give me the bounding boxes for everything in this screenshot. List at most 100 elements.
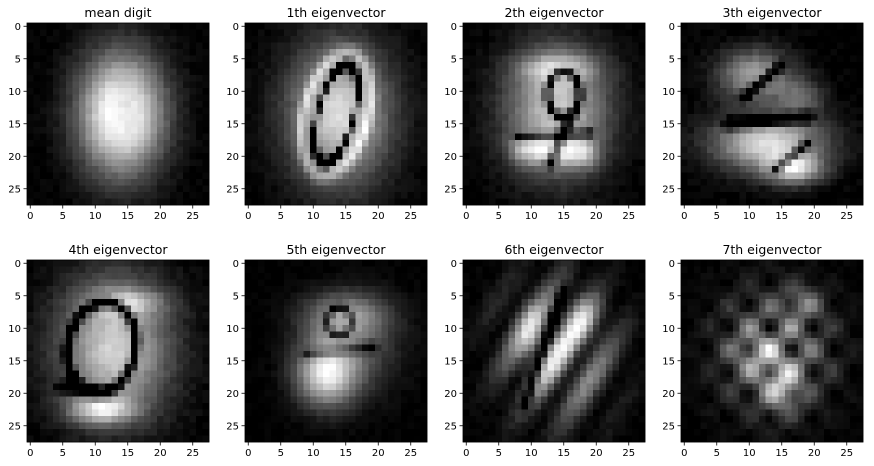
heatmap-cell (349, 81, 356, 89)
heatmap-cell (118, 338, 125, 345)
heatmap-cell (183, 260, 190, 267)
heatmap-cell (111, 42, 119, 50)
heatmap-cell (394, 357, 402, 365)
heatmap-cell (316, 23, 324, 30)
heatmap-cell (355, 88, 363, 95)
heatmap-cell (196, 266, 203, 274)
heatmap-cell (375, 75, 382, 82)
heatmap-cell (316, 260, 324, 267)
heatmap-cell (290, 273, 298, 280)
heatmap-cell (368, 344, 376, 352)
heatmap-cell (381, 377, 389, 384)
heatmap-cell (791, 101, 799, 108)
heatmap-cell (414, 81, 421, 89)
heatmap-cell (40, 351, 47, 358)
heatmap-cell (401, 101, 408, 108)
heatmap-cell (323, 364, 330, 371)
heatmap-cell (310, 273, 317, 280)
heatmap-cell (508, 120, 516, 128)
heatmap-cell (277, 179, 285, 186)
heatmap-cell (329, 344, 337, 352)
heatmap-cell (638, 172, 646, 180)
heatmap-cell (515, 260, 522, 267)
heatmap-cell (98, 153, 106, 160)
heatmap-cell (785, 88, 792, 95)
heatmap-cell (137, 172, 145, 180)
heatmap-cell (707, 198, 714, 206)
x-tick-label: 15 (339, 448, 352, 459)
heatmap-cell (407, 120, 415, 128)
heatmap-cell (804, 172, 812, 180)
heatmap-cell (528, 279, 535, 287)
heatmap-cell (290, 266, 298, 274)
heatmap-cell (264, 344, 272, 352)
heatmap-cell (85, 23, 93, 30)
heatmap-cell (157, 68, 164, 76)
heatmap-cell (394, 273, 402, 280)
heatmap-cell (92, 260, 99, 267)
heatmap-cell (619, 36, 626, 43)
y-tick-label: 25 (662, 184, 675, 195)
heatmap-cell (407, 429, 415, 436)
heatmap-cell (176, 36, 184, 43)
heatmap-cell (176, 88, 184, 95)
heatmap-cell (150, 140, 158, 147)
heatmap-cell (342, 377, 350, 384)
heatmap-cell (342, 127, 350, 134)
heatmap-cell (111, 101, 119, 108)
heatmap-cell (290, 422, 298, 430)
heatmap-cell (105, 192, 112, 199)
heatmap-cell (27, 62, 34, 69)
heatmap-cell (271, 29, 278, 37)
heatmap-cell (92, 198, 99, 206)
heatmap-cell (547, 166, 555, 173)
heatmap-cell (303, 305, 311, 313)
heatmap-cell (163, 49, 171, 56)
heatmap-cell (92, 88, 99, 95)
heatmap-cell (772, 120, 779, 128)
heatmap-cell (40, 62, 47, 69)
heatmap-cell (284, 403, 291, 410)
heatmap-cell (349, 429, 356, 436)
heatmap-cell (124, 403, 132, 410)
heatmap-cell (105, 185, 112, 193)
heatmap-cell (541, 266, 548, 274)
heatmap-cell (508, 88, 516, 95)
heatmap-cell (349, 120, 356, 128)
heatmap-cell (176, 23, 184, 30)
heatmap-cell (785, 101, 792, 108)
heatmap-cell (66, 29, 73, 37)
heatmap-cell (463, 88, 470, 95)
heatmap-cell (489, 133, 496, 141)
heatmap-cell (687, 172, 695, 180)
heatmap-cell (573, 29, 581, 37)
heatmap-cell (804, 88, 812, 95)
heatmap-cell (489, 88, 496, 95)
heatmap-cell (541, 127, 548, 134)
heatmap-cell (264, 273, 272, 280)
heatmap-cell (277, 331, 285, 339)
heatmap-cell (508, 185, 516, 193)
heatmap-cell (157, 331, 164, 339)
heatmap-cell (414, 192, 421, 199)
heatmap-cell (170, 49, 177, 56)
heatmap-cell (482, 75, 490, 82)
heatmap-cell (362, 435, 369, 443)
heatmap-cell (284, 390, 291, 397)
heatmap-cell (85, 370, 93, 378)
heatmap-cell (176, 338, 184, 345)
heatmap-cell (303, 55, 311, 63)
heatmap-cell (297, 55, 304, 63)
heatmap-cell (476, 42, 483, 50)
heatmap-cell (310, 435, 317, 443)
heatmap-cell (850, 140, 857, 147)
heatmap-cell (567, 140, 574, 147)
heatmap-cell (414, 364, 421, 371)
heatmap-cell (785, 127, 792, 134)
heatmap-cell (310, 377, 317, 384)
heatmap-cell (619, 42, 626, 50)
heatmap-cell (720, 42, 727, 50)
heatmap-cell (176, 107, 184, 115)
heatmap-cell (189, 94, 197, 102)
heatmap-cell (124, 390, 132, 397)
